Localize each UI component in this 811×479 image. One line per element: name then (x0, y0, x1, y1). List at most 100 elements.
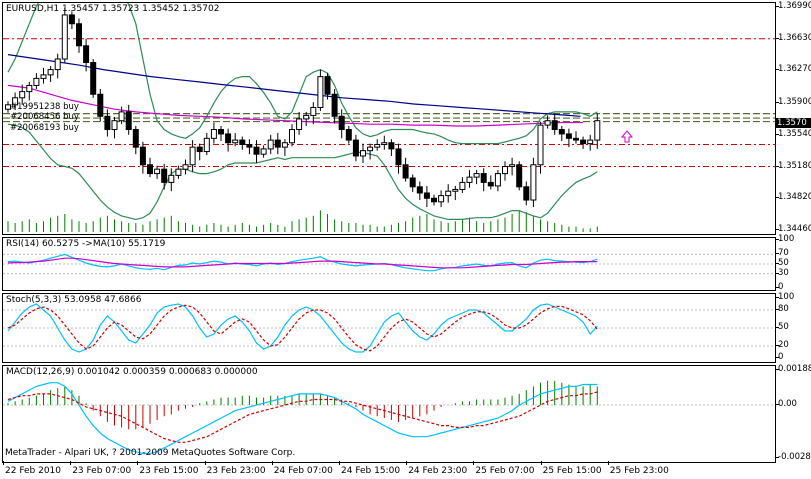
volume-bar (568, 226, 570, 232)
bull-candle (19, 91, 26, 99)
bull-candle (111, 120, 118, 131)
time-label: 25 Feb 23:00 (609, 466, 669, 476)
bear-candle (409, 177, 416, 188)
volume-bar (554, 223, 556, 232)
scale-tick-label: 1.35540 (778, 128, 811, 139)
bull-candle (168, 174, 175, 183)
bull-candle (374, 144, 381, 148)
scale-tick (776, 229, 779, 230)
bear-candle (523, 186, 530, 201)
scale-tick (776, 272, 779, 274)
volume-bar (561, 224, 563, 232)
volume-bar (369, 224, 371, 232)
bull-candle (5, 104, 11, 110)
rsi-line (7, 253, 598, 272)
bull-candle (260, 148, 267, 155)
volume-bar (518, 210, 520, 232)
bull-candle (360, 150, 366, 157)
volume-bar (483, 223, 485, 232)
volume-bar (21, 221, 23, 232)
scale-tick (776, 197, 779, 199)
bear-candle (218, 129, 224, 135)
volume-bar (412, 217, 414, 232)
bear-candle (516, 164, 523, 188)
scale-tick-label: 1.35180 (778, 160, 811, 171)
bull-candle (47, 69, 54, 76)
scale-tick-label: 0 (778, 352, 784, 362)
bear-candle (388, 142, 395, 150)
bear-candle (573, 137, 579, 141)
bear-candle (423, 192, 430, 199)
price-chart (3, 3, 775, 232)
bear-candle (97, 93, 104, 117)
stoch-signal-line (7, 304, 598, 352)
volume-bar (476, 221, 478, 232)
stoch-scale[interactable]: 100 80 50 20 0 (776, 292, 811, 362)
bear-candle (239, 139, 246, 146)
bear-candle (246, 144, 253, 148)
volume-bar (170, 215, 172, 232)
bear-candle (558, 129, 565, 135)
volume-bar (312, 215, 314, 232)
stoch-pane[interactable]: Stoch(5,3,3) 53.0958 47.6866 (2, 293, 776, 363)
bear-candle (253, 146, 260, 155)
scale-tick (776, 253, 779, 255)
scale-tick (776, 357, 779, 358)
bull-candle (537, 124, 544, 166)
scale-tick-label: 1.36990 (778, 1, 811, 11)
macd-signal-line (7, 382, 598, 455)
volume-bar (305, 217, 307, 232)
current-price-label: 1.3570 (776, 118, 811, 128)
bull-candle (40, 74, 47, 79)
bear-candle (431, 197, 437, 203)
macd-pane[interactable]: MACD(12,26,9) 0.001042 0.000359 0.000683… (2, 365, 776, 463)
bull-candle (466, 176, 473, 183)
scale-tick (776, 327, 779, 328)
scale-tick (776, 69, 779, 71)
scale-tick-label: 80 (778, 304, 789, 314)
volume-bar (106, 215, 108, 232)
rsi-title: RSI(14) 60.5275 ->MA(10) 55.1719 (6, 239, 166, 249)
bull-candle (289, 129, 295, 144)
volume-bar (256, 226, 257, 232)
bull-candle (587, 139, 594, 145)
time-label: 25 Feb 15:00 (542, 466, 602, 476)
volume-bar (14, 223, 16, 232)
order-label: #19951238 buy (10, 102, 79, 112)
bear-candle (147, 164, 153, 175)
rsi-pane[interactable]: RSI(14) 60.5275 ->MA(10) 55.1719 (2, 237, 776, 291)
price-scale[interactable]: 1.36990 1.36630 1.36270 1.35900 1.35540 1.351… (776, 1, 811, 234)
bear-candle (161, 168, 168, 183)
bull-candle (544, 120, 551, 126)
volume-bar (362, 224, 364, 232)
volume-bar (575, 226, 577, 232)
price-pane[interactable]: EURUSD,H1 1.35457 1.35723 1.35452 1.3570… (2, 2, 776, 235)
volume-bar (85, 223, 87, 232)
volume-bar (284, 226, 286, 232)
volume-bar (135, 223, 137, 232)
time-label: 24 Feb 07:00 (273, 466, 333, 476)
macd-main-line (7, 391, 598, 443)
bear-candle (76, 23, 82, 47)
volume-bar (547, 221, 549, 232)
scale-tick-label: 1.35900 (778, 97, 811, 108)
volume-bar (426, 214, 428, 232)
bull-candle (310, 106, 317, 116)
time-tick (406, 461, 408, 465)
rsi-chart (3, 253, 775, 275)
bear-candle (324, 76, 331, 95)
scale-tick-label: 100 (778, 292, 795, 302)
scale-tick-label: 20 (778, 340, 789, 350)
volume-bar (298, 219, 300, 232)
order-label: #20068193 buy (10, 123, 79, 133)
scale-tick (776, 369, 779, 370)
volume-bar (355, 223, 357, 232)
volume-bar (156, 219, 158, 232)
rsi-scale[interactable]: 100 70 50 30 0 (776, 234, 811, 292)
price-pane-title: EURUSD,H1 1.35457 1.35723 1.35452 1.3570… (6, 4, 220, 14)
volume-bar (334, 219, 336, 232)
scale-tick (776, 239, 779, 240)
bear-candle (225, 133, 232, 144)
volume-bar (78, 221, 80, 232)
macd-scale[interactable]: 0.00188 0.00 -0.00284 (776, 364, 811, 462)
